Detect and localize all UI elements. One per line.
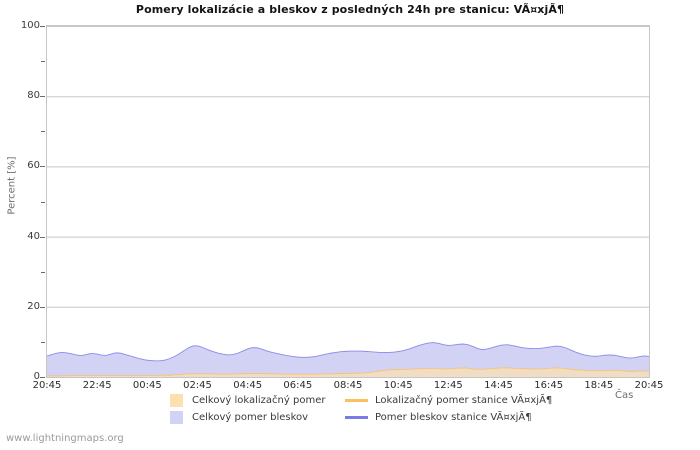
x-axis-tick-label: 10:45: [383, 380, 413, 391]
y-axis-label: Percent [%]: [6, 156, 18, 215]
x-axis-tick-label: 20:45: [634, 380, 664, 391]
y-axis-tick-label: 100: [20, 20, 40, 31]
legend-line-icon: [345, 416, 368, 419]
chart-canvas: [47, 26, 649, 377]
y-axis-tick-mark: [40, 377, 45, 378]
legend-item-label: Celkový pomer bleskov: [192, 412, 309, 423]
y-axis-minor-tick-mark: [41, 271, 45, 273]
legend-item-station-stroke-ratio: Pomer bleskov stanice VÃ¤xjÃ¶: [345, 410, 590, 425]
legend-item-label: Pomer bleskov stanice VÃ¤xjÃ¶: [375, 412, 532, 423]
x-axis-tick-label: 22:45: [82, 380, 112, 391]
y-axis-minor-tick-mark: [41, 61, 45, 63]
legend-item-station-localization-ratio: Lokalizačný pomer stanice VÃ¤xjÃ¶: [345, 393, 590, 408]
y-axis-tick-mark: [40, 166, 45, 168]
legend-item-total-localization-ratio: Celkový lokalizačný pomer: [170, 393, 355, 408]
x-axis-tick-label: 04:45: [233, 380, 263, 391]
chart-title: Pomery lokalizácie a bleskov z poslednýc…: [135, 3, 565, 16]
x-axis-tick-label: 06:45: [283, 380, 313, 391]
legend-swatch-icon: [170, 394, 183, 407]
x-axis-tick-label: 02:45: [183, 380, 212, 391]
x-axis-tick-label: 00:45: [132, 380, 162, 391]
y-axis-tick-mark: [40, 306, 45, 308]
x-axis-tick-label: 20:45: [32, 380, 62, 391]
x-axis-label: Čas: [615, 390, 634, 401]
y-axis-tick-mark: [40, 96, 45, 98]
y-axis-tick-mark: [40, 236, 45, 238]
y-axis-minor-tick-mark: [41, 131, 45, 133]
legend-item-label: Lokalizačný pomer stanice VÃ¤xjÃ¶: [375, 395, 553, 406]
legend-item-label: Celkový lokalizačný pomer: [192, 395, 326, 406]
y-axis-tick-label: 40: [27, 230, 40, 242]
y-axis: 0 20 40 60 80 100: [0, 0, 45, 450]
plot-area: [46, 25, 650, 378]
x-axis-tick-label: 18:45: [584, 380, 614, 391]
legend-line-icon: [345, 399, 368, 402]
chart-legend: Celkový lokalizačný pomer Celkový pomer …: [170, 393, 590, 427]
y-axis-tick-label: 80: [27, 90, 40, 102]
y-axis-tick-label: 0: [33, 371, 40, 382]
y-axis-tick-label: 20: [27, 300, 40, 312]
y-axis-tick-label: 60: [27, 160, 40, 172]
y-axis-tick-mark: [40, 26, 45, 27]
legend-item-total-stroke-ratio: Celkový pomer bleskov: [170, 410, 355, 425]
x-axis-tick-label: 14:45: [484, 380, 513, 391]
footer-url: www.lightningmaps.org: [6, 433, 124, 444]
y-axis-minor-tick-mark: [41, 341, 45, 343]
legend-swatch-icon: [170, 411, 183, 424]
y-axis-minor-tick-mark: [41, 201, 45, 203]
x-axis-tick-label: 12:45: [433, 380, 463, 391]
x-axis-tick-label: 16:45: [534, 380, 564, 391]
x-axis-tick-label: 08:45: [333, 380, 363, 391]
x-axis: 20:45 22:45 00:45 02:45 04:45 06:45 08:45 10:45…: [0, 379, 700, 395]
